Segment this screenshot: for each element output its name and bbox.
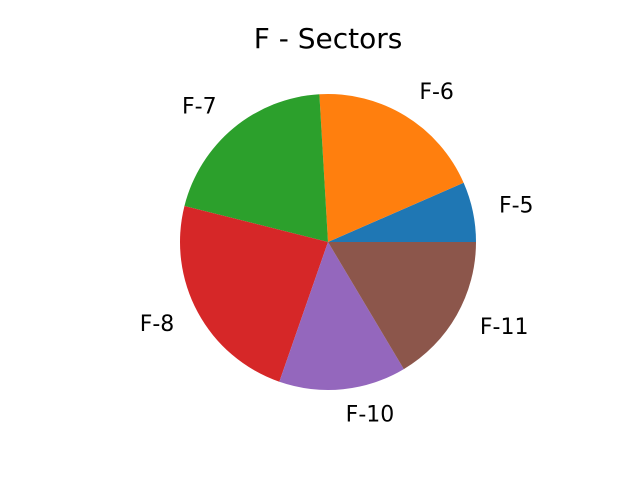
pie-slice-f-5 [328,182,476,242]
pie-slice-f-6 [319,94,464,243]
pie-label-f-11: F-11 [480,315,529,340]
pie-slice-f-11 [328,242,476,370]
pie-label-f-6: F-6 [419,80,454,105]
chart-title: F - Sectors [254,22,403,55]
pie-label-f-7: F-7 [182,94,217,119]
pie-label-f-8: F-8 [140,312,175,337]
pie-slice-f-8 [180,205,328,382]
pie-labels: F-5 F-6 F-7 F-8 F-10 F-11 [140,80,534,428]
pie-slice-f-7 [184,94,328,243]
pie-label-f-5: F-5 [499,193,534,218]
pie-slices [180,94,476,390]
pie-slice-f-10 [279,242,404,390]
pie-label-f-10: F-10 [346,403,395,428]
